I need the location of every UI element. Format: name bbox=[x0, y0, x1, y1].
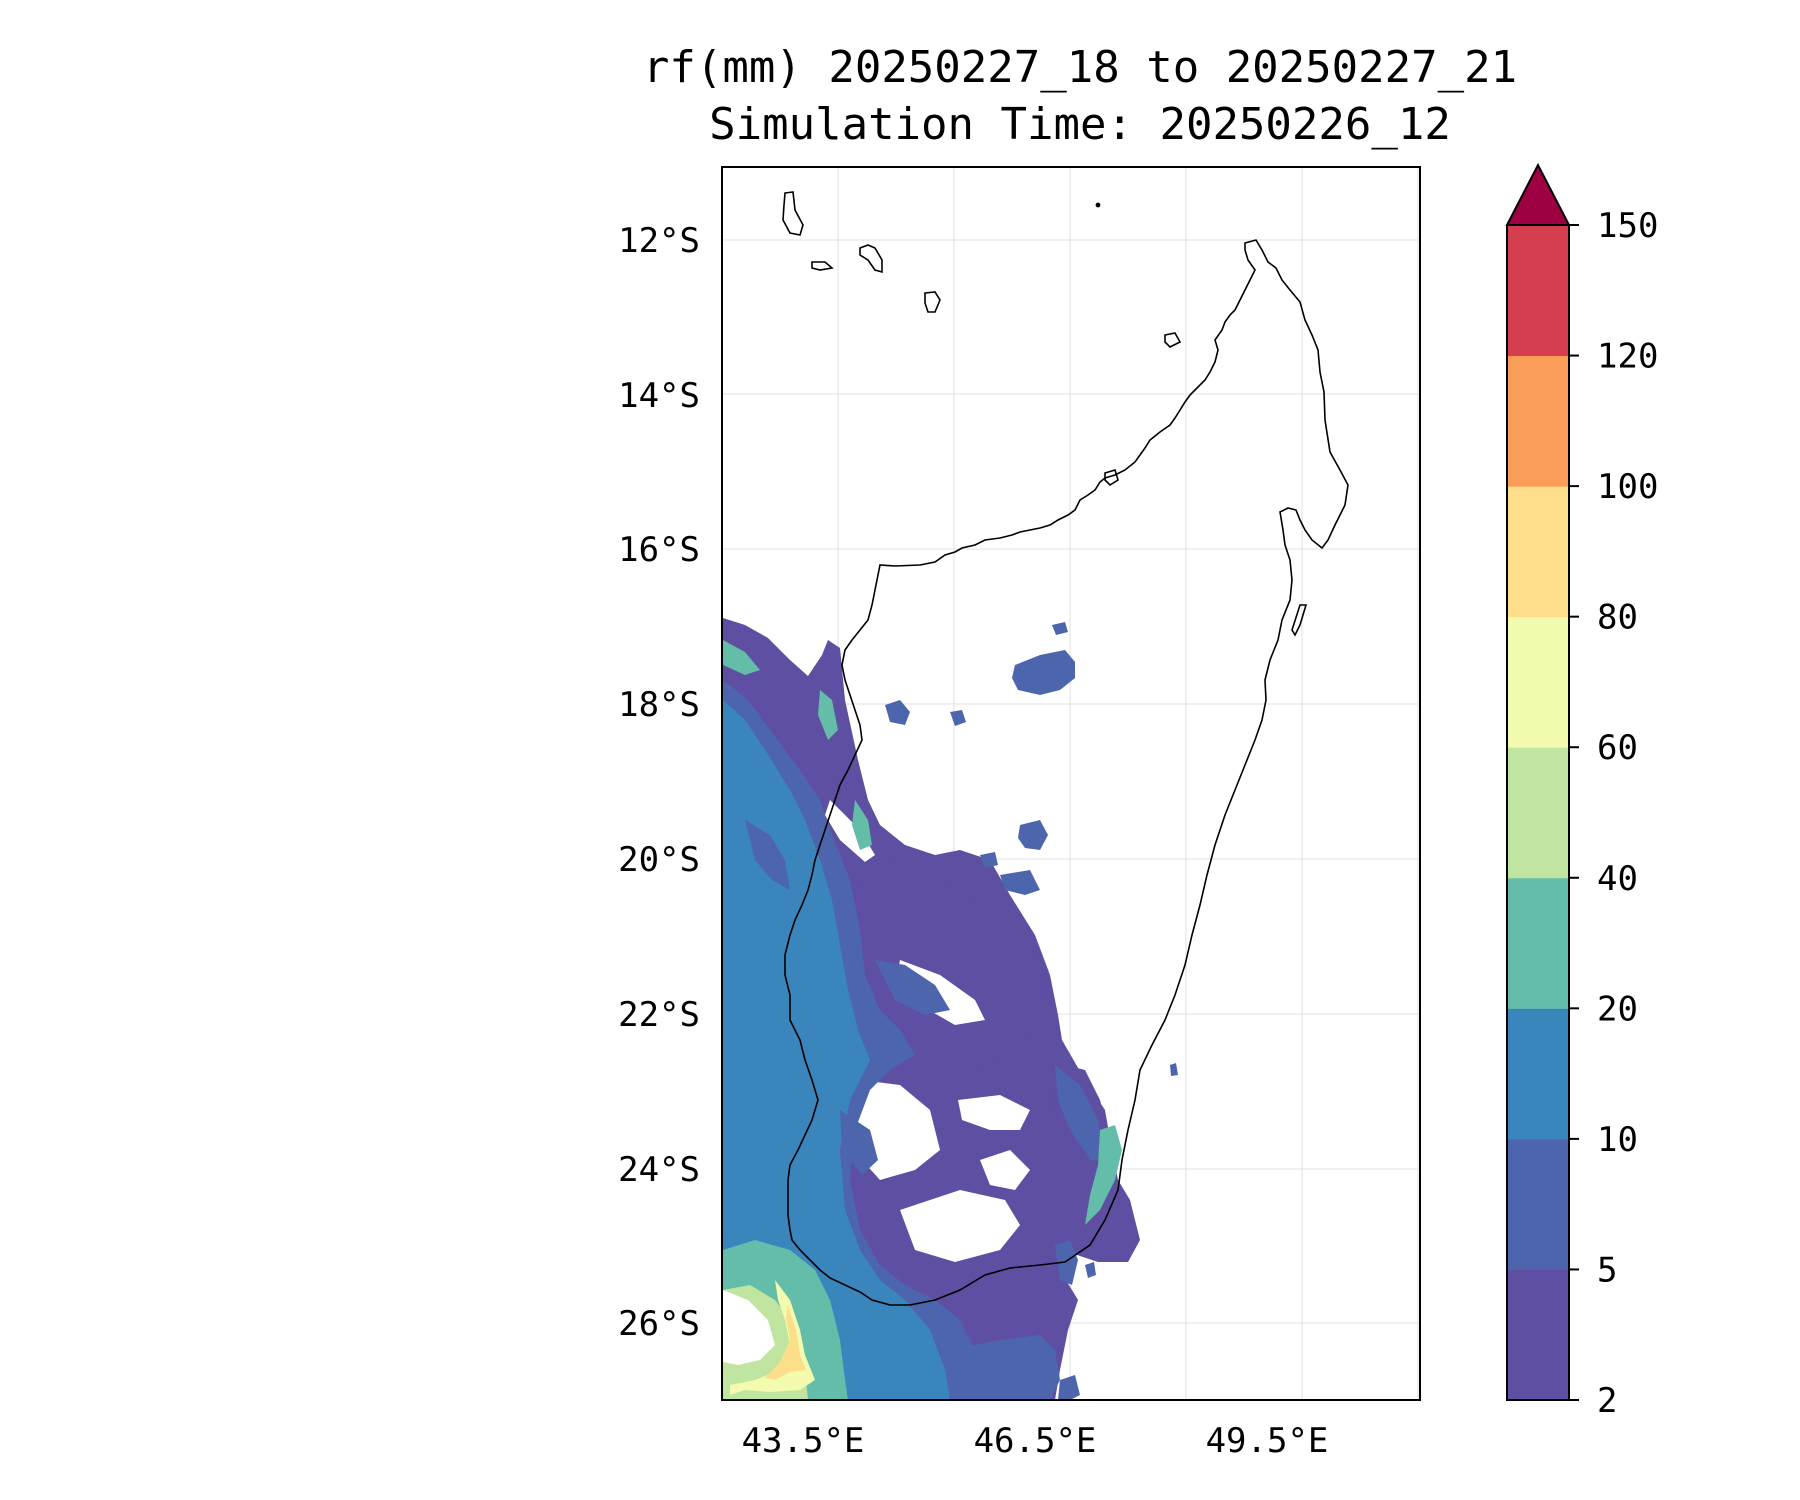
map-frame bbox=[721, 166, 1421, 1401]
colorbar-band bbox=[1507, 1269, 1569, 1401]
colorbar-tick-label: 120 bbox=[1597, 337, 1658, 377]
colorbar-tick-label: 20 bbox=[1597, 989, 1638, 1029]
colorbar-tick-label: 10 bbox=[1597, 1120, 1638, 1160]
lat-tick-label: 22°S bbox=[618, 995, 700, 1035]
lat-tick-label: 24°S bbox=[618, 1150, 700, 1190]
comoros-mayotte bbox=[924, 291, 941, 313]
colorbar-band bbox=[1507, 1008, 1569, 1140]
colorbar-tick-label: 60 bbox=[1597, 728, 1638, 768]
rainfall-contour-80-100mm bbox=[765, 1305, 806, 1380]
colorbar-bands bbox=[1507, 225, 1569, 1401]
lat-tick-label: 18°S bbox=[618, 685, 700, 725]
lon-tick-label: 49.5°E bbox=[1206, 1421, 1329, 1461]
colorbar-frame bbox=[1506, 224, 1570, 1401]
lon-tick-label: 43.5°E bbox=[742, 1421, 865, 1461]
lat-tick-label: 12°S bbox=[618, 221, 700, 261]
colorbar: 2 5 10 20 40 60 80 100 120 150 bbox=[1505, 162, 1658, 1421]
colorbar-band bbox=[1507, 355, 1569, 487]
coastlines bbox=[782, 191, 1349, 1306]
colorbar-tick-label: 5 bbox=[1597, 1250, 1617, 1290]
map-title-line-2: Simulation Time: 20250226_12 bbox=[709, 99, 1451, 150]
colorbar-tick-label: 2 bbox=[1597, 1381, 1617, 1421]
colorbar-band bbox=[1507, 486, 1569, 618]
colorbar-extend-arrow bbox=[1505, 162, 1571, 226]
colorbar-band bbox=[1507, 1138, 1569, 1270]
colorbar-tick-label: 40 bbox=[1597, 859, 1638, 899]
nosy-be bbox=[1164, 332, 1182, 348]
rainfall-patch-inland-1 bbox=[1012, 650, 1075, 695]
colorbar-tick-label: 100 bbox=[1597, 467, 1658, 507]
colorbar-band bbox=[1507, 747, 1569, 879]
rainfall-contour-5-10mm-east bbox=[1055, 1065, 1105, 1160]
longitude-tick-labels: 43.5°E 46.5°E 49.5°E bbox=[742, 1421, 1329, 1461]
comoros-anjouan bbox=[859, 244, 883, 274]
ile-sainte-marie bbox=[1291, 604, 1308, 637]
lat-tick-label: 16°S bbox=[618, 530, 700, 570]
lat-tick-label: 14°S bbox=[618, 376, 700, 416]
map-title-line-1: rf(mm) 20250227_18 to 20250227_21 bbox=[642, 42, 1518, 93]
rainfall-contour-central bbox=[845, 860, 1045, 1215]
latitude-tick-labels: 12°S 14°S 16°S 18°S 20°S 22°S 24°S 26°S bbox=[618, 221, 700, 1344]
comoros-moheli bbox=[811, 261, 834, 271]
colorbar-band bbox=[1507, 225, 1569, 357]
lon-tick-label: 46.5°E bbox=[974, 1421, 1097, 1461]
lat-tick-label: 26°S bbox=[618, 1304, 700, 1344]
comoros-grande-comore bbox=[782, 191, 804, 236]
colorbar-tick-label: 150 bbox=[1597, 206, 1658, 246]
colorbar-ticks: 2 5 10 20 40 60 80 100 120 150 bbox=[1569, 206, 1658, 1421]
colorbar-tick-label: 80 bbox=[1597, 598, 1638, 638]
rainfall-contour-20-40mm-east bbox=[1085, 1125, 1122, 1225]
colorbar-band bbox=[1507, 877, 1569, 1009]
mayotte-coastline bbox=[1104, 469, 1119, 487]
colorbar-band bbox=[1507, 616, 1569, 748]
lat-tick-label: 20°S bbox=[618, 840, 700, 880]
rainfall-field bbox=[723, 618, 1178, 1400]
